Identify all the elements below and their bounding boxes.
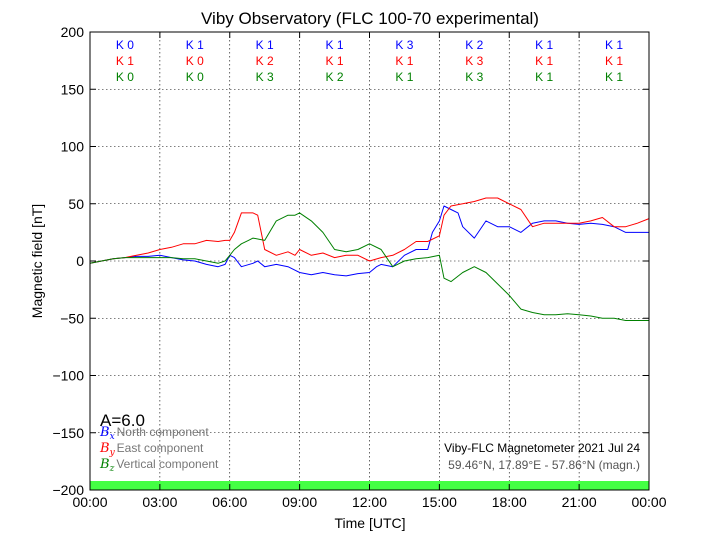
y-tick-label-8: 200: [61, 24, 85, 40]
k-index-vertical-7: K 1: [605, 70, 623, 84]
y-tick-label-7: 150: [61, 81, 85, 97]
a-index-label: A=6.0: [100, 411, 145, 430]
k-index-east-4: K 1: [395, 54, 413, 68]
x-tick-label-8: 00:00: [631, 494, 666, 510]
k-index-vertical-2: K 3: [256, 70, 274, 84]
legend-entry-1: By East component: [99, 441, 204, 458]
y-axis-ticks: −200 −150 −100 −50 0 50 100 150 200: [52, 24, 649, 498]
x-tick-label-4: 12:00: [352, 494, 387, 510]
k-index-north-2: K 1: [256, 38, 274, 52]
series-lines: [89, 197, 650, 321]
y-tick-label-2: −100: [52, 368, 84, 384]
y-tick-label-4: 0: [76, 253, 84, 269]
k-index-north-3: K 1: [326, 38, 344, 52]
k-index-vertical-6: K 1: [535, 70, 553, 84]
k-index-north-5: K 2: [465, 38, 483, 52]
y-tick-label-1: −150: [52, 425, 84, 441]
y-tick-label-6: 100: [61, 139, 85, 155]
chart-title: Viby Observatory (FLC 100-70 experimenta…: [201, 9, 539, 28]
k-index-table: K 0 K 1 K 1 K 1 K 3 K 2 K 1 K 1 K 1 K 0 K 2 K 1 K 1 K…: [116, 38, 623, 84]
x-tick-label-5: 15:00: [422, 494, 457, 510]
legend-entry-0: Bx North component: [99, 425, 209, 442]
k-index-east-5: K 3: [465, 54, 483, 68]
k-index-vertical-0: K 0: [116, 70, 134, 84]
k-index-east-6: K 1: [535, 54, 553, 68]
x-axis-label: Time [UTC]: [334, 515, 405, 531]
k-index-vertical-3: K 2: [326, 70, 344, 84]
k-index-east-0: K 1: [116, 54, 134, 68]
x-tick-label-3: 09:00: [282, 494, 317, 510]
x-tick-label-2: 06:00: [212, 494, 247, 510]
legend-entry-2: Bz Vertical component: [99, 457, 219, 474]
y-tick-label-0: −200: [52, 482, 84, 498]
k-index-east-1: K 0: [186, 54, 204, 68]
series-line-east: [89, 197, 650, 264]
k-index-east-2: K 2: [256, 54, 274, 68]
station-name: Viby-FLC Magnetometer 2021 Jul 24: [444, 441, 640, 455]
x-axis-ticks: 00:00 03:00 06:00 09:00 12:00 15:00 18:00 21:00…: [72, 32, 667, 510]
k-index-north-1: K 1: [186, 38, 204, 52]
k-index-vertical-4: K 1: [395, 70, 413, 84]
k-index-north-7: K 1: [605, 38, 623, 52]
x-tick-label-0: 00:00: [72, 494, 107, 510]
k-index-north-6: K 1: [535, 38, 553, 52]
y-tick-label-5: 50: [68, 196, 84, 212]
x-tick-label-1: 03:00: [142, 494, 177, 510]
k-index-north-0: K 0: [116, 38, 134, 52]
k-index-east-3: K 1: [326, 54, 344, 68]
y-axis-label: Magnetic field [nT]: [29, 204, 45, 318]
station-coordinates: 59.46°N, 17.89°E - 57.86°N (magn.): [448, 458, 640, 472]
k-index-east-7: K 1: [605, 54, 623, 68]
series-line-north: [89, 205, 649, 277]
k-index-vertical-5: K 3: [465, 70, 483, 84]
k-index-north-4: K 3: [395, 38, 413, 52]
x-tick-label-7: 21:00: [562, 494, 597, 510]
y-tick-label-3: −50: [60, 310, 84, 326]
k-index-vertical-1: K 0: [186, 70, 204, 84]
x-tick-label-6: 18:00: [492, 494, 527, 510]
series-line-vertical: [89, 212, 649, 321]
